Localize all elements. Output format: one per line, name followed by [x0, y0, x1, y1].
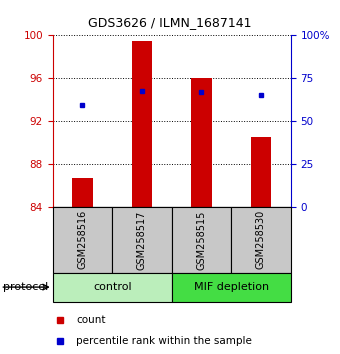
Text: GSM258516: GSM258516	[78, 210, 87, 269]
Text: protocol: protocol	[3, 282, 49, 292]
Text: count: count	[76, 315, 106, 325]
Bar	[53, 273, 172, 302]
Text: percentile rank within the sample: percentile rank within the sample	[76, 336, 252, 346]
Bar	[172, 207, 231, 273]
Bar	[231, 207, 291, 273]
Bar	[251, 137, 271, 207]
Bar	[72, 178, 93, 207]
Text: GSM258515: GSM258515	[197, 210, 206, 269]
Text: MIF depletion: MIF depletion	[194, 282, 269, 292]
Bar	[172, 273, 291, 302]
Text: GSM258530: GSM258530	[256, 210, 266, 269]
Text: GSM258517: GSM258517	[137, 210, 147, 269]
Bar	[112, 207, 172, 273]
Bar	[132, 41, 152, 207]
Text: GDS3626 / ILMN_1687141: GDS3626 / ILMN_1687141	[88, 16, 252, 29]
Text: control: control	[93, 282, 132, 292]
Bar	[191, 78, 212, 207]
Bar	[53, 207, 112, 273]
